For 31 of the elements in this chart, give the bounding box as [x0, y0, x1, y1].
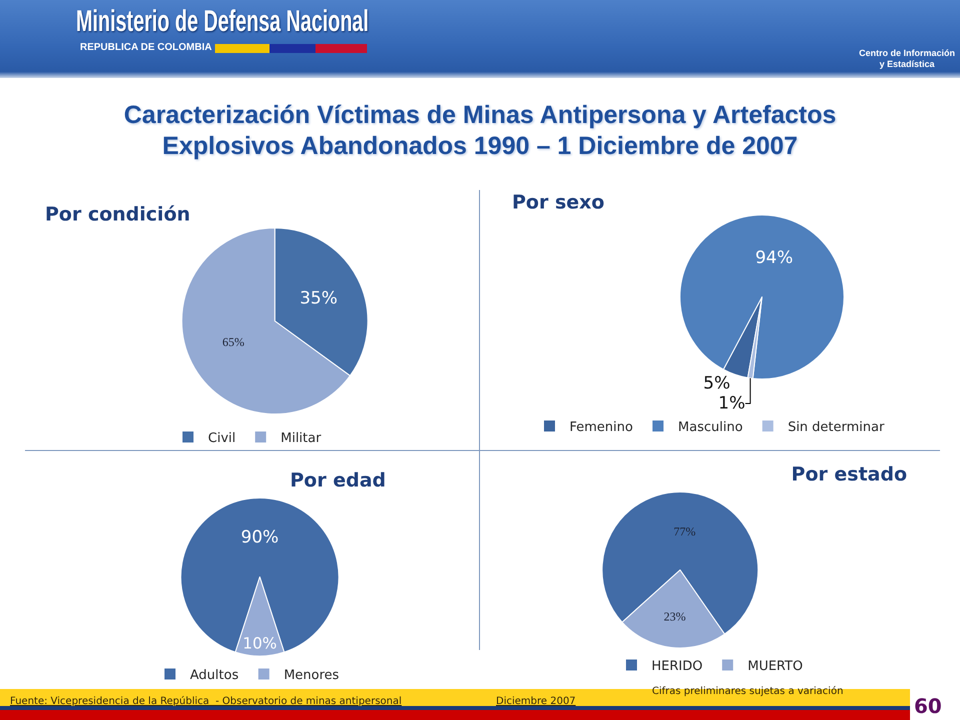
data-label: 35%: [300, 288, 338, 309]
data-label: 5%: [703, 373, 730, 394]
text: REPUBLICA DE COLOMBIA: [80, 42, 212, 54]
legend-label: Sin determinar: [788, 420, 885, 436]
chart-title: Por edad: [290, 470, 386, 492]
chart-title: Por sexo: [512, 192, 604, 214]
data-label: 23%: [664, 610, 686, 624]
chart-title: Por condición: [45, 204, 190, 226]
legend-label: MUERTO: [748, 659, 803, 674]
text: 60: [914, 694, 942, 718]
legend-label: Femenino: [570, 420, 634, 436]
legend-label: Adultos: [190, 668, 239, 684]
text: Caracterización Víctimas de Minas Antipersona y Artefactos Explosivos Abandonados 1990 – 1 Diciembre de 2007: [122, 100, 838, 162]
data-label: 1%: [718, 393, 746, 414]
legend-label: HERIDO: [652, 659, 703, 674]
data-label: 90%: [240, 528, 279, 548]
text: Cifras preliminares sujetas a variación: [652, 686, 844, 698]
data-label: 77%: [674, 524, 696, 538]
source-note: Fuente: Vicepresidencia de la República - Observatorio de minas antipersonal: [10, 696, 402, 708]
data-label: 94%: [755, 248, 793, 268]
text: Centro de Información y Estadística: [858, 48, 956, 70]
text: Por estado: [791, 464, 907, 486]
legend-label: Masculino: [678, 420, 743, 436]
pie-slice: [180, 498, 340, 653]
legend-label: Civil: [208, 431, 236, 446]
legend-label: Militar: [280, 431, 322, 446]
legend-label: Menores: [284, 668, 340, 684]
data-label: 10%: [242, 634, 277, 653]
text: Ministerio de Defensa Nacional: [76, 4, 369, 40]
data-label: 65%: [222, 335, 244, 350]
text: Diciembre 2007: [496, 696, 576, 708]
